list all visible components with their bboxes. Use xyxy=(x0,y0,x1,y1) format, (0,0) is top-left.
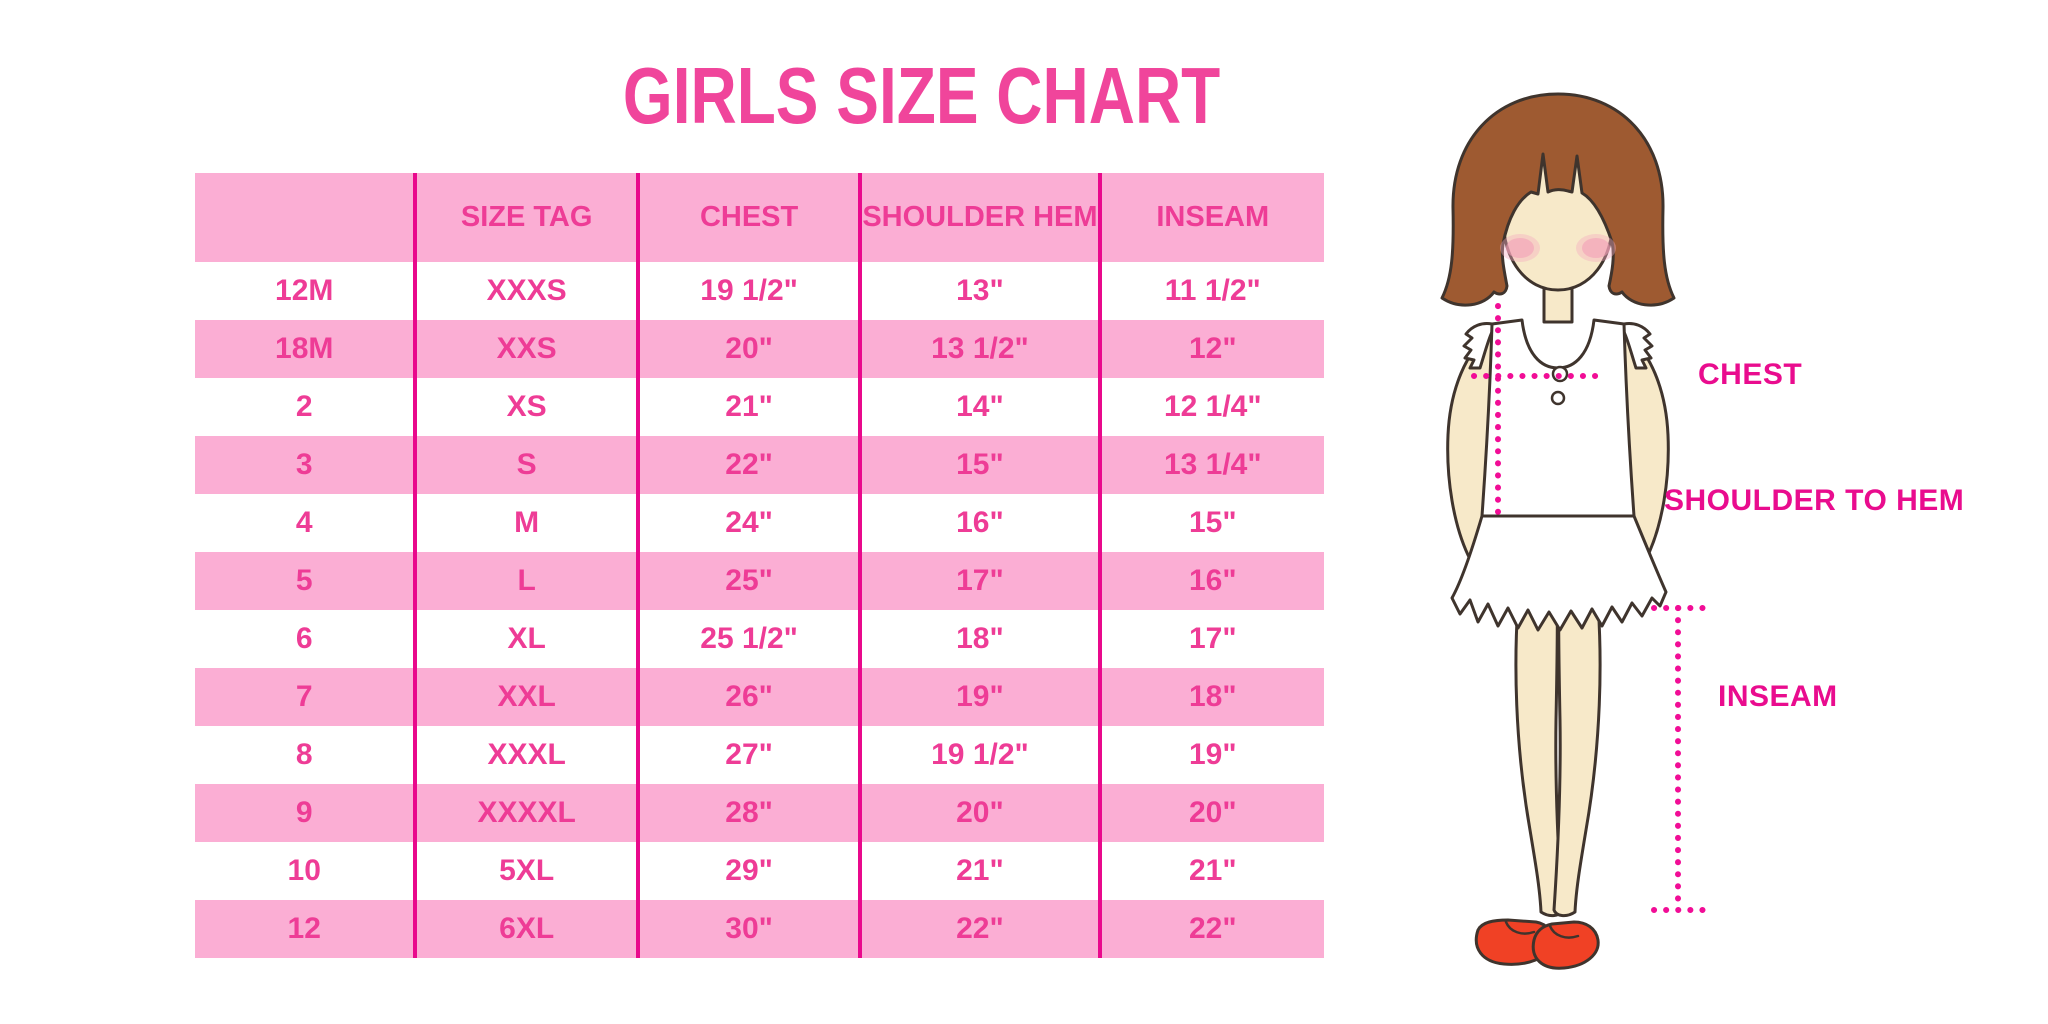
row-size-label: 3 xyxy=(195,436,418,494)
girl-figure-svg xyxy=(1440,92,1707,970)
table-cell: 20" xyxy=(1101,784,1324,842)
table-cell: 18" xyxy=(1101,668,1324,726)
table-cell: XS xyxy=(417,378,640,436)
column-header-blank xyxy=(195,173,418,262)
row-size-label: 6 xyxy=(195,610,418,668)
row-size-label: 18M xyxy=(195,320,418,378)
table-cell: 27" xyxy=(640,726,863,784)
table-cell: 16" xyxy=(862,494,1102,552)
table-cell: 21" xyxy=(862,842,1102,900)
column-header-chest: CHEST xyxy=(639,173,863,262)
table-cell: 25" xyxy=(639,552,863,610)
table-cell: 13" xyxy=(862,262,1102,320)
table-cell: 12 1/4" xyxy=(1163,390,1262,423)
table-cell: 28" xyxy=(639,784,863,842)
table-cell: XXS xyxy=(417,320,640,378)
shoulder-to-hem-measure-label: SHOULDER TO HEM xyxy=(1664,484,1965,517)
table-cell: XXL xyxy=(417,668,640,726)
inseam-measure-label: INSEAM xyxy=(1718,680,1838,713)
table-cell: XXXXL xyxy=(417,784,640,842)
row-size-label: 12 xyxy=(195,900,418,958)
table-cell: 15" xyxy=(1188,506,1237,539)
table-cell: M xyxy=(417,494,640,552)
row-size-label: 4 xyxy=(195,494,418,552)
table-cell: 14" xyxy=(862,378,1102,436)
table-cell: 16" xyxy=(1101,552,1324,610)
table-cell: S xyxy=(417,436,640,494)
table-cell: 5XL xyxy=(417,842,640,900)
right-shoe xyxy=(1531,920,1600,970)
size-table: SIZE TAG CHEST SHOULDER HEM INSEAM 12M XX… xyxy=(195,173,1324,958)
table-cell: 22" xyxy=(639,436,863,494)
row-size-label: 9 xyxy=(195,784,418,842)
table-cell: 22" xyxy=(862,900,1102,958)
table-cell: 19 1/2" xyxy=(640,262,863,320)
left-shoe-strap xyxy=(1504,920,1536,935)
table-cell: XL xyxy=(417,610,640,668)
column-header-inseam: INSEAM xyxy=(1101,173,1324,262)
table-cell: 19" xyxy=(1188,738,1237,771)
table-cell: 11 1/2" xyxy=(1164,274,1261,307)
row-size-label: 12M xyxy=(195,262,418,320)
page-title: GIRLS SIZE CHART xyxy=(622,51,1221,140)
left-leg xyxy=(1514,578,1564,918)
table-cell: 19" xyxy=(862,668,1102,726)
table-cell: 6XL xyxy=(417,900,640,958)
table-cell: 30" xyxy=(639,900,863,958)
table-cell: 25 1/2" xyxy=(640,610,863,668)
table-cell: 19 1/2" xyxy=(862,726,1102,784)
row-size-label: 10 xyxy=(195,842,418,900)
row-size-label: 8 xyxy=(195,726,418,784)
right-shoe-strap xyxy=(1548,924,1580,939)
left-blush-core xyxy=(1506,238,1534,258)
hair xyxy=(1440,92,1676,307)
column-header-shoulder-hem: SHOULDER HEM xyxy=(862,173,1102,262)
table-cell: 18" xyxy=(862,610,1102,668)
girl-illustration: CHEST SHOULDER TO HEM INSEAM xyxy=(1408,60,2048,1020)
table-cell: 12" xyxy=(1101,320,1324,378)
table-cell: 15" xyxy=(862,436,1102,494)
table-cell: 22" xyxy=(1101,900,1324,958)
right-blush-core xyxy=(1582,238,1610,258)
table-cell: 26" xyxy=(639,668,863,726)
row-size-label: 7 xyxy=(195,668,418,726)
table-cell: 17" xyxy=(1188,622,1237,655)
chest-measure-label: CHEST xyxy=(1698,358,1803,391)
table-cell: 20" xyxy=(862,784,1102,842)
right-leg xyxy=(1552,578,1602,918)
table-cell: 24" xyxy=(640,494,863,552)
table-cell: 29" xyxy=(640,842,863,900)
table-cell: 21" xyxy=(640,378,863,436)
column-header-size-tag: SIZE TAG xyxy=(417,173,640,262)
bodice xyxy=(1480,318,1636,518)
table-cell: 20" xyxy=(639,320,863,378)
table-cell: 13 1/4" xyxy=(1101,436,1324,494)
ruffled-skirt xyxy=(1450,514,1668,632)
table-cell: 13 1/2" xyxy=(862,320,1102,378)
table-cell: 21" xyxy=(1188,854,1237,887)
row-size-label: 2 xyxy=(195,378,418,436)
table-cell: XXXS xyxy=(417,262,640,320)
table-cell: L xyxy=(417,552,640,610)
right-shoulder-ruffle xyxy=(1622,322,1654,370)
table-cell: XXXL xyxy=(417,726,640,784)
bottom-button xyxy=(1550,390,1566,406)
table-cell: 17" xyxy=(862,552,1102,610)
row-size-label: 5 xyxy=(195,552,418,610)
left-shoulder-ruffle xyxy=(1462,322,1494,370)
